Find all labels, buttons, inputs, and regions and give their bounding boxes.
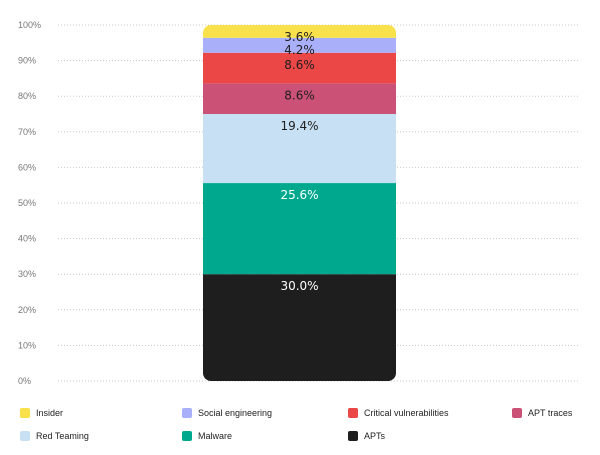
legend-item-apts: APTs xyxy=(348,431,385,441)
data-label-malware: 25.6% xyxy=(280,188,318,202)
legend-label: Malware xyxy=(198,431,233,441)
legend-swatch xyxy=(182,408,192,418)
legend-item-malware: Malware xyxy=(182,431,232,441)
legend-swatch xyxy=(20,431,30,441)
data-label-critical-vulnerabilities: 8.6% xyxy=(284,58,315,72)
bar-segment-malware xyxy=(203,183,396,275)
bar-segment-insider xyxy=(203,25,396,38)
legend-swatch xyxy=(512,408,522,418)
legend-swatch xyxy=(182,431,192,441)
bar-segment-critical-vulnerabilities xyxy=(203,52,396,84)
legend-swatch xyxy=(348,408,358,418)
y-tick-label: 70% xyxy=(18,127,36,137)
legend: Insider Social engineering Critical vulner… xyxy=(0,402,600,452)
legend-item-insider: Insider xyxy=(20,408,63,418)
legend-swatch xyxy=(348,431,358,441)
data-label-apts: 30.0% xyxy=(280,279,318,293)
legend-label: Social engineering xyxy=(198,408,273,418)
y-tick-label: 0% xyxy=(18,376,31,386)
y-tick-label: 100% xyxy=(18,20,41,30)
data-label-social-engineering: 4.2% xyxy=(284,43,315,57)
y-tick-label: 80% xyxy=(18,91,36,101)
y-tick-label: 10% xyxy=(18,340,36,350)
legend-label: APT traces xyxy=(528,408,573,418)
data-label-insider: 3.6% xyxy=(284,30,315,44)
legend-item-red-teaming: Red Teaming xyxy=(20,431,89,441)
legend-item-critical-vulnerabilities: Critical vulnerabilities xyxy=(348,408,449,418)
legend-swatch xyxy=(20,408,30,418)
legend-item-social-engineering: Social engineering xyxy=(182,408,272,418)
y-tick-label: 40% xyxy=(18,234,36,244)
y-tick-label: 50% xyxy=(18,198,36,208)
bar-segment-apts xyxy=(203,274,396,381)
bar-segment-apt-traces xyxy=(203,83,396,114)
data-label-red-teaming: 19.4% xyxy=(280,119,318,133)
bar-segment-red-teaming xyxy=(203,114,396,184)
stacked-bar xyxy=(203,25,396,381)
data-label-apt-traces: 8.6% xyxy=(284,88,315,102)
y-tick-label: 20% xyxy=(18,305,36,315)
legend-label: Critical vulnerabilities xyxy=(364,408,449,418)
stacked-bar-chart: 0% 10% 20% 30% 40% 50% 60% 70% 80% 90% 100% 30.0% 25… xyxy=(18,20,578,386)
legend-label: Red Teaming xyxy=(36,431,89,441)
y-tick-label: 30% xyxy=(18,269,36,279)
bar-segment-social-engineering xyxy=(203,37,396,53)
legend-label: APTs xyxy=(364,431,386,441)
legend-item-apt-traces: APT traces xyxy=(512,408,572,418)
legend-label: Insider xyxy=(36,408,64,418)
y-tick-label: 60% xyxy=(18,162,36,172)
y-tick-label: 90% xyxy=(18,56,36,66)
